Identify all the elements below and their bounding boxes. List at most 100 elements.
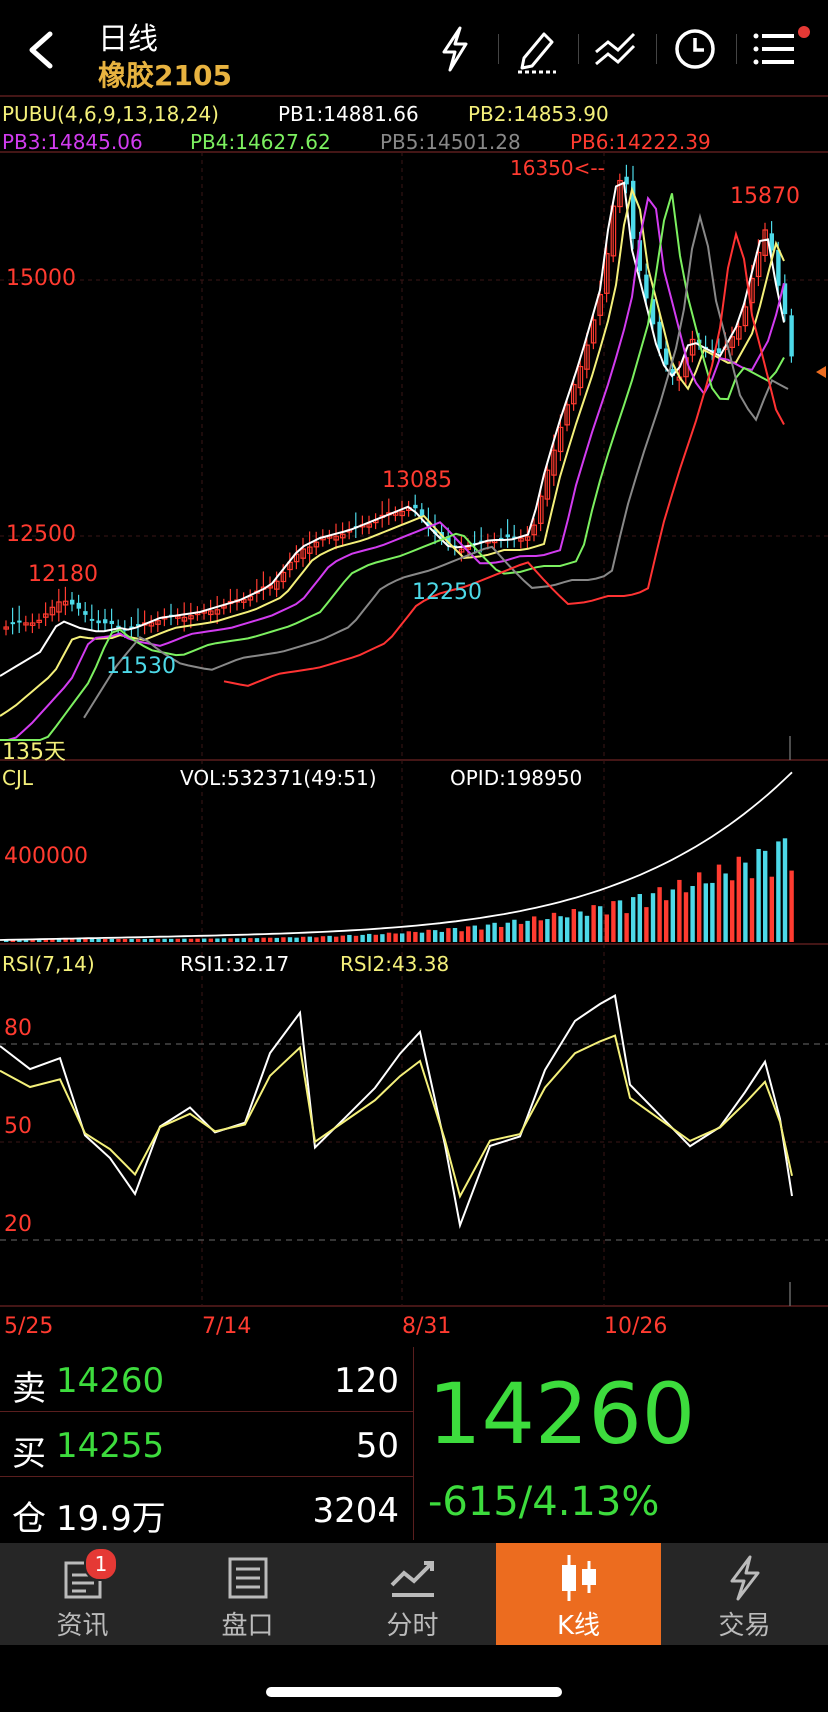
volume-bar <box>690 886 695 942</box>
candle-body <box>650 299 656 325</box>
moving-average-line <box>0 195 785 741</box>
candle-body <box>103 619 108 624</box>
moving-average-line <box>223 230 785 687</box>
candle-body <box>597 294 604 316</box>
rsi1-line <box>0 994 793 1229</box>
lightning-icon[interactable] <box>428 22 482 76</box>
volume-bar <box>248 938 253 942</box>
intraday-chart-icon <box>390 1561 434 1597</box>
candle-body <box>3 626 10 630</box>
volume-bar <box>617 900 623 942</box>
candle-body <box>776 249 781 286</box>
back-arrow-icon[interactable] <box>22 28 62 72</box>
clock-icon[interactable] <box>668 22 722 76</box>
volume-bar <box>215 938 220 942</box>
rsi2-line <box>0 1034 793 1199</box>
volume-bar <box>182 938 187 942</box>
volume-bar <box>30 938 35 942</box>
candle-body <box>603 253 610 294</box>
candle-body <box>307 546 313 554</box>
open-interest-change: 3204 <box>312 1491 399 1531</box>
open-interest-value: OPID:198950 <box>450 766 583 790</box>
volume-bar <box>23 938 29 942</box>
candle-body <box>155 620 161 625</box>
candle-body <box>624 176 629 185</box>
tab-news[interactable]: 1 资讯 <box>0 1543 165 1645</box>
sell-label: 卖 <box>12 1369 46 1409</box>
candle-body <box>109 620 114 625</box>
candle-body <box>518 537 524 542</box>
volume-bar <box>697 872 702 942</box>
candle-body <box>49 606 56 616</box>
volume-bar <box>518 923 524 942</box>
candle-body <box>664 348 669 365</box>
pb1-value: PB1:14881.66 <box>278 102 419 126</box>
buy-row: 买 14255 50 <box>0 1412 413 1477</box>
tab-kline[interactable]: K线 <box>496 1543 661 1645</box>
pb3-value: PB3:14845.06 <box>2 130 143 154</box>
candle-body <box>590 319 597 344</box>
candle-body <box>96 620 101 624</box>
candle-body <box>729 336 736 349</box>
volume-bar <box>789 870 794 942</box>
candle-body <box>136 624 141 627</box>
home-indicator <box>266 1687 562 1697</box>
volume-bar <box>169 938 174 942</box>
volume-bar <box>558 916 563 942</box>
candle-body <box>70 599 75 605</box>
notification-dot <box>798 26 810 38</box>
menu-icon[interactable] <box>748 22 802 76</box>
volume-bar <box>175 938 180 942</box>
volume-bar <box>202 938 207 942</box>
volume-bar <box>723 873 728 942</box>
candle-body <box>56 601 62 613</box>
volume-bar <box>386 932 392 942</box>
tab-order-book[interactable]: 盘口 <box>165 1543 330 1645</box>
volume-bar <box>50 938 55 942</box>
candle-body <box>89 618 95 621</box>
header-separator <box>736 34 737 64</box>
candle-body <box>333 535 340 541</box>
candle-body <box>208 610 214 616</box>
volume-bar <box>162 938 167 942</box>
date-label: 8/31 <box>402 1314 452 1339</box>
volume-bar <box>89 938 95 942</box>
line-tool-icon[interactable] <box>588 22 642 76</box>
volume-bar <box>254 938 260 942</box>
kline-chart[interactable] <box>0 0 828 1330</box>
tab-intraday[interactable]: 分时 <box>330 1543 495 1645</box>
tab-label: K线 <box>556 1611 601 1641</box>
open-interest-row: 仓 19.9万 3204 <box>0 1477 413 1541</box>
pb4-value: PB4:14627.62 <box>190 130 331 154</box>
volume-bar <box>301 936 306 942</box>
volume-bar <box>380 934 385 942</box>
candle-body <box>446 536 451 544</box>
volume-bar <box>670 889 675 942</box>
volume-bar <box>129 938 134 942</box>
volume-bar <box>499 926 504 942</box>
buy-price: 14255 <box>56 1426 165 1466</box>
date-label: 5/25 <box>4 1314 54 1339</box>
volume-bar <box>294 937 299 942</box>
candle-body <box>458 548 465 553</box>
candle-body <box>83 611 88 615</box>
candle-body <box>116 625 121 628</box>
volume-label: CJL <box>2 766 34 790</box>
price-tick-15000: 15000 <box>6 266 76 291</box>
candle-body <box>399 510 406 517</box>
tab-trade[interactable]: 交易 <box>662 1543 827 1645</box>
volume-bar <box>241 938 246 942</box>
moving-average-line <box>0 181 785 677</box>
volume-bar <box>373 934 378 942</box>
candle-body <box>742 306 749 327</box>
volume-bar <box>736 856 741 942</box>
sell-row: 卖 14260 120 <box>0 1347 413 1412</box>
volume-bar <box>571 909 576 942</box>
drawing-pen-icon[interactable] <box>510 22 564 76</box>
volume-bar <box>611 901 616 942</box>
date-label: 10/26 <box>604 1314 668 1339</box>
volume-bar <box>287 937 293 942</box>
volume-bar <box>116 938 121 942</box>
candle-body <box>762 229 769 256</box>
open-interest-total: 19.9万 <box>56 1499 166 1539</box>
